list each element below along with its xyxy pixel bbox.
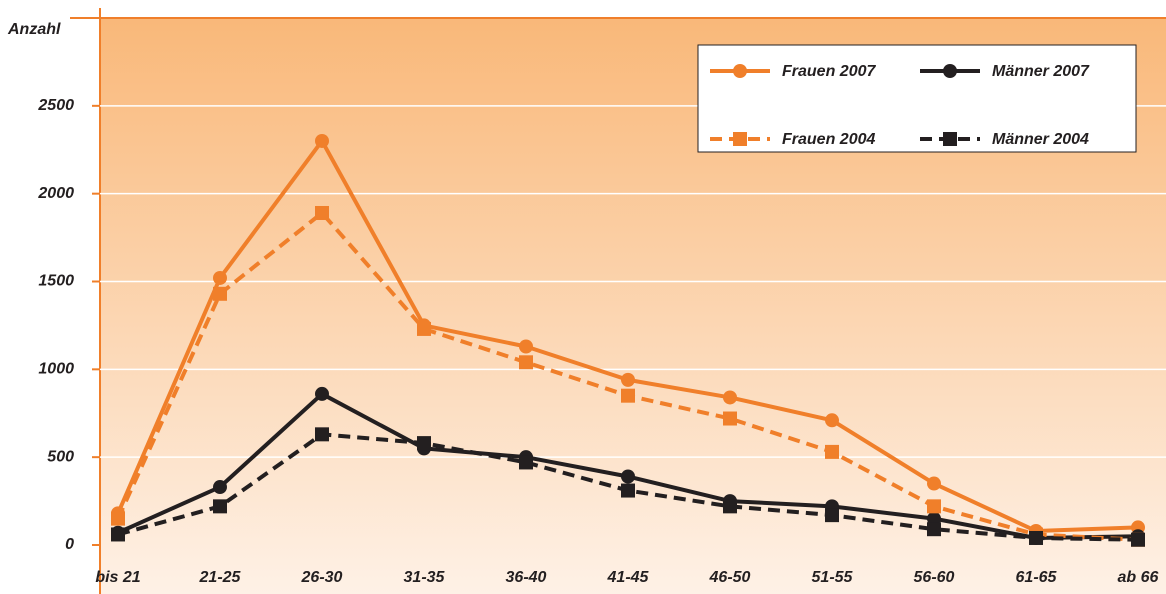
data-point [1029, 530, 1043, 545]
x-tick-label: 46-50 [709, 569, 751, 586]
data-point [825, 413, 839, 428]
x-tick-label: 61-65 [1016, 569, 1058, 586]
legend-label: Frauen 2007 [782, 63, 876, 80]
data-point [519, 339, 533, 354]
data-point [213, 499, 227, 514]
data-point [111, 527, 125, 542]
legend-marker [943, 132, 957, 146]
y-tick-label: 500 [47, 448, 74, 465]
x-tick-label: 21-25 [199, 569, 242, 586]
data-point [621, 469, 635, 484]
y-tick-label: 1000 [38, 361, 74, 378]
data-point [621, 483, 635, 498]
y-tick-label: 2000 [37, 185, 74, 202]
data-point [927, 499, 941, 514]
data-point [723, 411, 737, 426]
y-tick-label: 2500 [37, 97, 74, 114]
data-point [213, 270, 227, 285]
data-point [417, 321, 431, 336]
data-point [927, 522, 941, 537]
data-point [315, 205, 329, 220]
data-point [927, 511, 941, 526]
data-point [315, 133, 329, 148]
x-tick-label: 41-45 [607, 569, 650, 586]
y-axis-label: Anzahl [7, 21, 61, 38]
data-point [825, 508, 839, 523]
data-point [213, 480, 227, 495]
x-tick-label: 51-55 [812, 569, 854, 586]
data-point [519, 355, 533, 370]
data-point [723, 390, 737, 405]
x-tick-label: 56-60 [914, 569, 955, 586]
legend-box [697, 44, 1137, 153]
data-point [315, 427, 329, 442]
data-point [519, 455, 533, 470]
x-tick-label: ab 66 [1118, 569, 1159, 586]
data-point [927, 476, 941, 491]
data-point [417, 436, 431, 451]
data-point [315, 386, 329, 401]
data-point [723, 499, 737, 514]
data-point [825, 444, 839, 459]
legend-label: Männer 2007 [992, 63, 1090, 80]
y-tick-label: 0 [65, 536, 74, 553]
data-point [213, 286, 227, 301]
data-point [1131, 532, 1145, 547]
legend-marker [943, 64, 957, 78]
x-tick-label: bis 21 [95, 569, 140, 586]
legend-label: Frauen 2004 [782, 131, 875, 148]
x-tick-label: 31-35 [404, 569, 446, 586]
x-tick-label: 26-30 [301, 569, 343, 586]
legend-marker [733, 132, 747, 146]
x-tick-label: 36-40 [506, 569, 547, 586]
data-point [111, 511, 125, 526]
data-point [621, 372, 635, 387]
legend-label: Männer 2004 [992, 131, 1089, 148]
y-tick-label: 1500 [38, 273, 74, 290]
data-point [621, 388, 635, 403]
legend-marker [733, 64, 747, 78]
